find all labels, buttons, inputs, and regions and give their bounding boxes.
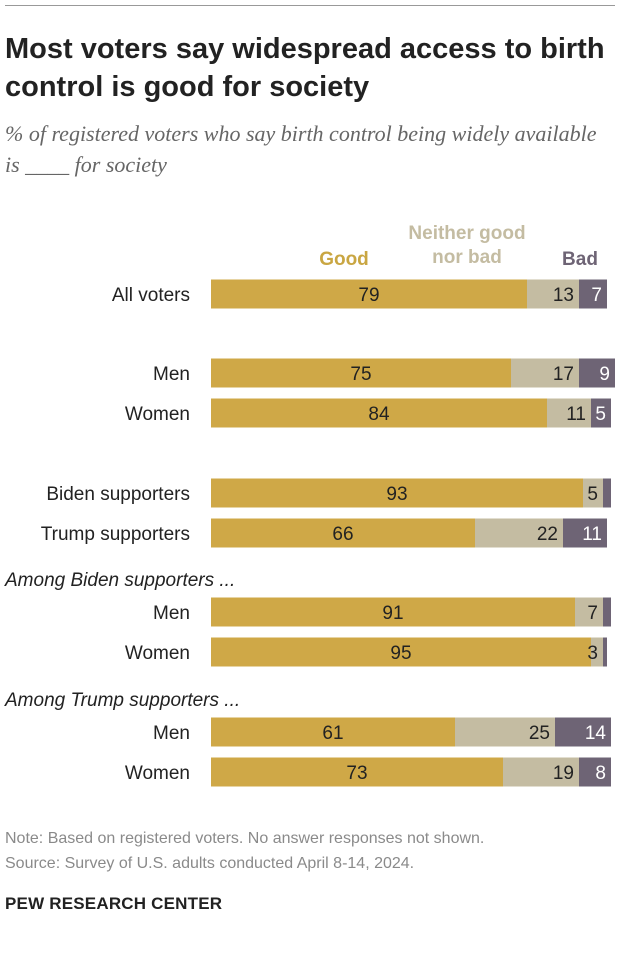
data-label: 5	[595, 404, 606, 425]
data-label: 11	[566, 404, 586, 425]
chart-title: Most voters say widespread access to bir…	[5, 33, 605, 103]
bar-bad	[591, 398, 611, 428]
data-label: 91	[382, 603, 403, 624]
bar-neither	[455, 717, 555, 747]
note-text: Note: Based on registered voters. No ans…	[5, 830, 485, 847]
bar-neither	[547, 398, 591, 428]
bar-bad	[603, 478, 611, 508]
data-label: 7	[591, 285, 602, 306]
data-label: 22	[537, 524, 558, 545]
bar-bad	[579, 757, 611, 787]
bar-neither	[511, 358, 579, 388]
data-label: 79	[358, 285, 379, 306]
top-rule	[5, 5, 615, 6]
data-label: 17	[553, 364, 574, 385]
category-label: Men	[153, 723, 190, 744]
bar-good	[211, 717, 455, 747]
data-label: 66	[332, 524, 353, 545]
data-label: 95	[390, 643, 411, 664]
data-label: 3	[587, 643, 598, 664]
data-label: 13	[553, 285, 574, 306]
category-label: Men	[153, 603, 190, 624]
bar-good	[211, 597, 575, 627]
data-label: 7	[587, 603, 598, 624]
category-label: Women	[125, 643, 190, 664]
data-label: 73	[346, 763, 367, 784]
data-label: 8	[595, 763, 606, 784]
legend-good: Good	[319, 249, 369, 270]
legend-neither: Neither good nor bad	[392, 222, 542, 270]
category-label: Women	[125, 763, 190, 784]
category-label: All voters	[112, 285, 190, 306]
data-label: 93	[386, 484, 407, 505]
bar-neither	[503, 757, 579, 787]
category-label: Biden supporters	[46, 484, 190, 505]
bar-bad	[603, 597, 611, 627]
data-label: 14	[585, 723, 607, 744]
footnote: Note: Based on registered voters. No ans…	[5, 826, 615, 876]
bar-good	[211, 478, 583, 508]
bar-bad	[603, 637, 607, 667]
legend-neither-line2: nor bad	[432, 247, 502, 268]
bar-good	[211, 518, 475, 548]
bar-bad	[579, 279, 607, 309]
bar-good	[211, 757, 503, 787]
data-label: 11	[582, 524, 602, 545]
bar-bad	[555, 717, 611, 747]
category-label: Men	[153, 364, 190, 385]
data-label: 75	[350, 364, 371, 385]
bar-neither	[575, 597, 603, 627]
bar-good	[211, 358, 511, 388]
data-label: 5	[587, 484, 598, 505]
legend-bad: Bad	[562, 249, 598, 270]
bar-neither	[527, 279, 579, 309]
source-text: Source: Survey of U.S. adults conducted …	[5, 855, 415, 872]
data-label: 19	[553, 763, 574, 784]
legend-neither-line1: Neither good	[408, 223, 526, 244]
bar-good	[211, 637, 591, 667]
bar-neither	[583, 478, 603, 508]
bar-neither	[475, 518, 563, 548]
stacked-bar-chart: Among Biden supporters ... Among Trump su…	[4, 279, 615, 787]
data-label: 84	[368, 404, 390, 425]
bar-good	[211, 398, 547, 428]
group-label: Among Biden supporters ...	[4, 570, 235, 591]
group-label: Among Trump supporters ...	[4, 690, 240, 711]
bar-bad	[563, 518, 607, 548]
bar-neither	[591, 637, 603, 667]
data-label: 9	[599, 364, 610, 385]
chart-subtitle: % of registered voters who say birth con…	[5, 121, 597, 177]
bar-bad	[579, 358, 615, 388]
pew-logo-text: PEW RESEARCH CENTER	[5, 894, 223, 913]
data-label: 25	[529, 723, 550, 744]
data-label: 61	[322, 723, 343, 744]
category-label: Women	[125, 404, 190, 425]
bar-good	[211, 279, 527, 309]
category-label: Trump supporters	[41, 524, 190, 545]
